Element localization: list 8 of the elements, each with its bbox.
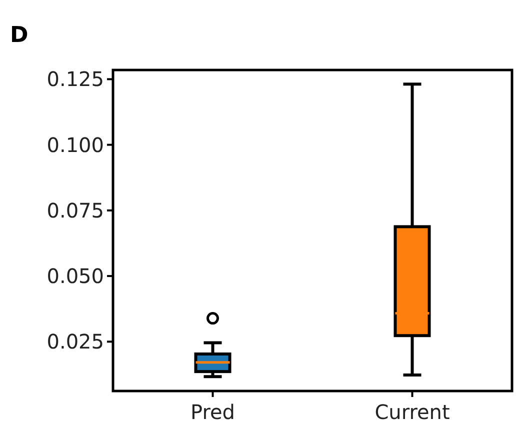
y-tick-label: 0.100 <box>46 132 104 157</box>
y-tick-label: 0.050 <box>46 264 104 288</box>
y-tick-label: 0.025 <box>46 330 104 354</box>
x-tick-label: Pred <box>190 400 235 424</box>
y-tick-label: 0.075 <box>46 198 104 222</box>
y-tick-label: 0.125 <box>46 67 104 92</box>
chart-title: D <box>10 23 28 48</box>
x-tick-label: Current <box>374 400 450 424</box>
